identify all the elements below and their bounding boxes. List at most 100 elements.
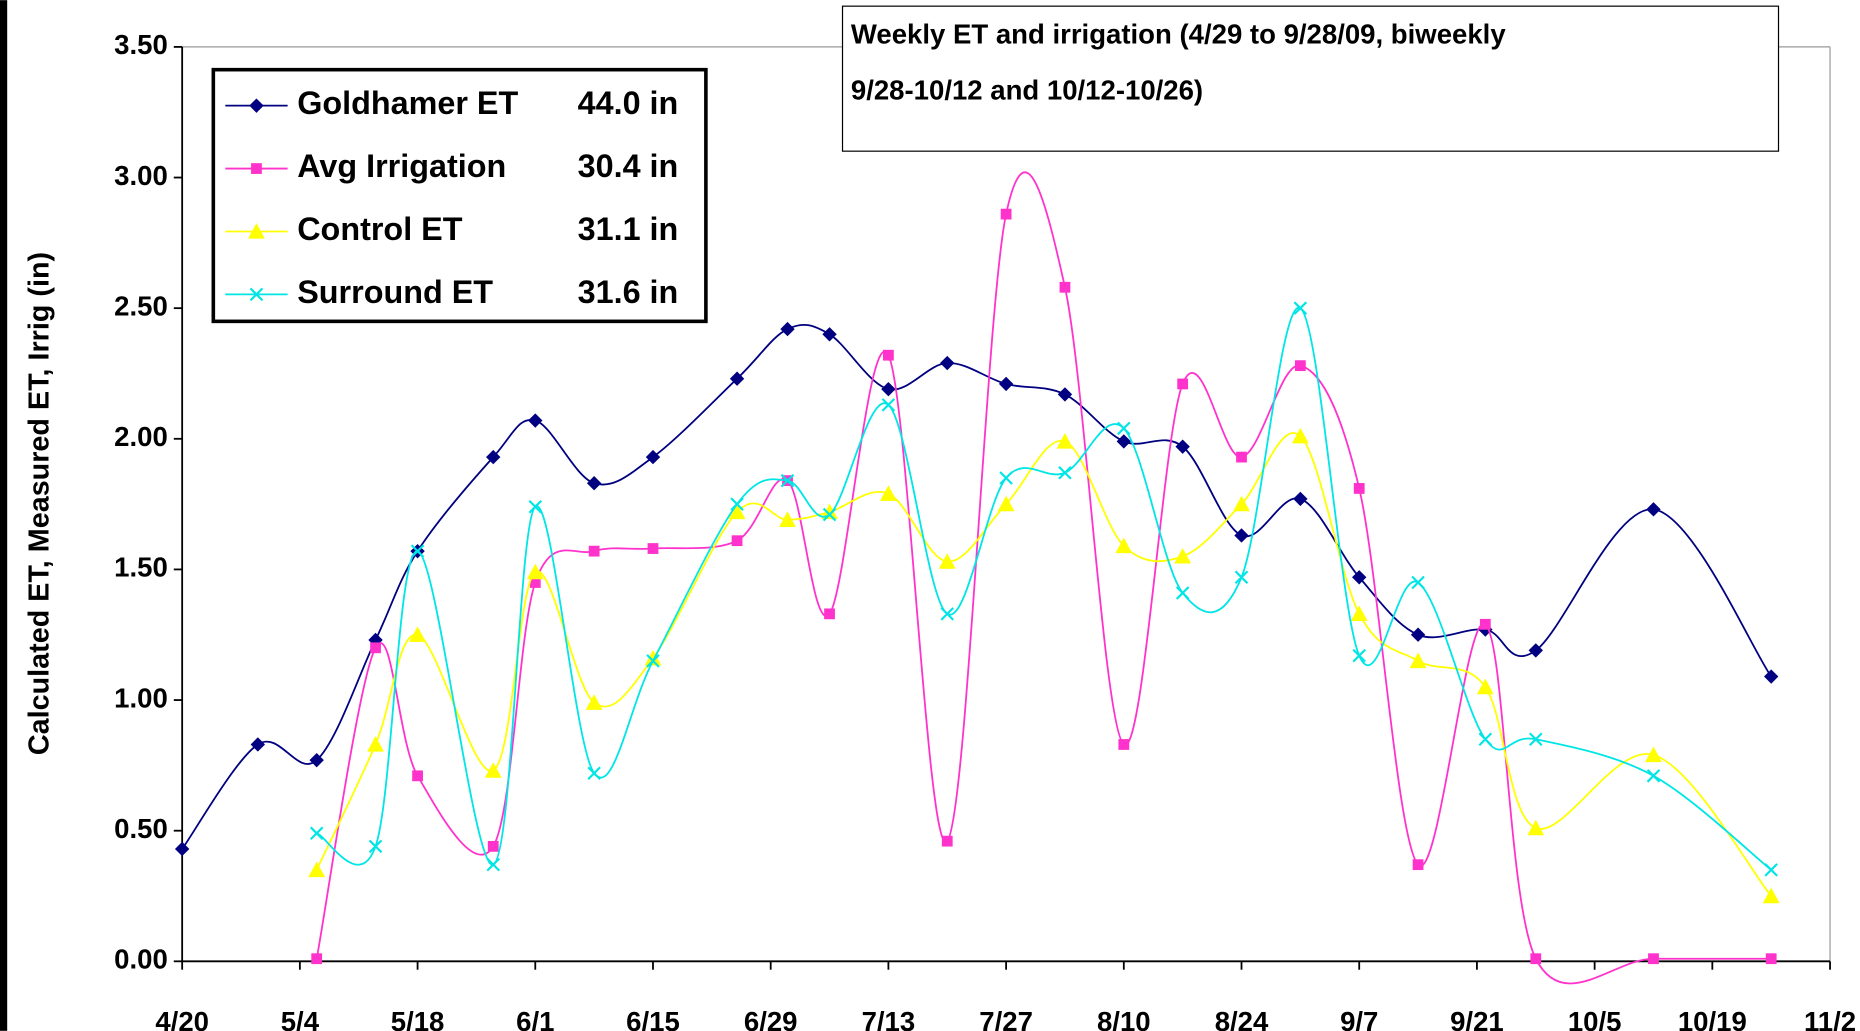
marker (1174, 547, 1192, 564)
marker (1476, 678, 1494, 695)
y-tick-label: 0.50 (114, 813, 168, 844)
x-tick-label: 10/5 (1568, 1006, 1622, 1031)
left-edge (0, 0, 8, 1031)
marker (821, 503, 838, 520)
marker (1764, 863, 1778, 877)
marker (822, 327, 837, 342)
marker (881, 381, 896, 397)
marker (1352, 570, 1367, 585)
marker (1117, 421, 1131, 436)
chart-title: Weekly ET and irrigation (4/29 to 9/28/0… (851, 18, 1506, 49)
legend-label: Avg Irrigation (297, 148, 506, 184)
legend-box (211, 67, 708, 324)
marker (308, 861, 326, 878)
marker (249, 98, 264, 113)
marker (1763, 669, 1779, 684)
marker (1233, 495, 1250, 512)
marker (587, 766, 601, 780)
x-tick-label: 4/20 (155, 1006, 209, 1031)
legend-value: 30.4 in (578, 148, 679, 184)
x-tick-label: 6/29 (744, 1006, 798, 1031)
marker (1645, 746, 1662, 763)
y-tick-label: 1.50 (114, 552, 168, 583)
series-line (315, 432, 1772, 897)
marker (1057, 387, 1073, 402)
marker (938, 553, 956, 569)
marker (647, 543, 659, 554)
marker (997, 495, 1015, 512)
plot-area (174, 171, 1780, 985)
marker (1646, 502, 1661, 517)
marker (880, 485, 897, 501)
marker (1000, 208, 1012, 220)
marker (1293, 301, 1308, 315)
marker (410, 544, 425, 558)
x-tick-label: 6/1 (516, 1006, 554, 1031)
marker (311, 953, 323, 965)
y-tick-label: 3.50 (114, 29, 168, 60)
marker (1056, 433, 1074, 449)
marker (1175, 439, 1190, 454)
y-tick-label: 1.00 (114, 682, 168, 713)
marker (1058, 466, 1072, 480)
marker (644, 649, 662, 666)
marker (1411, 575, 1425, 590)
marker (1646, 769, 1661, 783)
title-box (841, 5, 1780, 152)
marker (1479, 618, 1491, 630)
x-tick-label: 6/15 (626, 1006, 680, 1031)
marker (940, 607, 955, 621)
legend-label: Goldhamer ET (297, 85, 518, 121)
x-tick-label: 7/13 (862, 1006, 916, 1031)
marker (1234, 528, 1249, 543)
marker (1234, 570, 1249, 585)
legend-label: Control ET (297, 211, 463, 247)
marker (645, 449, 661, 465)
x-tick-label: 5/4 (281, 1006, 320, 1031)
marker (1236, 451, 1247, 463)
series-line (316, 307, 1772, 871)
marker (1352, 648, 1366, 663)
chart-title: 9/28-10/12 and 10/12-10/26) (851, 75, 1203, 106)
series-line (181, 323, 1772, 850)
marker (1409, 652, 1427, 669)
marker (1648, 953, 1659, 965)
marker (484, 762, 502, 778)
y-tick-label: 0.00 (114, 944, 168, 975)
marker (1762, 887, 1780, 904)
marker (486, 449, 501, 465)
marker (1350, 605, 1368, 622)
marker (1291, 427, 1309, 444)
marker (370, 642, 381, 654)
marker (529, 577, 541, 588)
marker (824, 608, 835, 620)
legend-value: 44.0 in (578, 85, 679, 121)
marker (487, 840, 499, 852)
marker (174, 841, 190, 857)
legend-label: Surround ET (297, 274, 493, 310)
marker (309, 752, 324, 768)
x-tick-label: 10/19 (1678, 1006, 1747, 1031)
legend-value: 31.1 in (578, 211, 679, 247)
marker (309, 826, 324, 841)
marker (412, 770, 423, 782)
marker (883, 349, 894, 361)
marker (1765, 953, 1777, 965)
marker (1412, 859, 1424, 871)
marker (730, 497, 744, 511)
marker (729, 371, 745, 386)
marker (1118, 739, 1130, 750)
x-tick-label: 7/27 (979, 1006, 1033, 1031)
y-axis-label: Calculated ET, Measured ET, Irrig (in) (23, 252, 55, 755)
marker (1175, 586, 1190, 600)
marker (250, 737, 266, 752)
marker (1527, 819, 1545, 836)
marker (409, 626, 426, 642)
marker (585, 694, 603, 710)
marker (486, 857, 500, 872)
marker (588, 545, 600, 557)
legend-value: 31.6 in (578, 274, 679, 310)
marker (528, 413, 543, 428)
marker (780, 473, 795, 488)
